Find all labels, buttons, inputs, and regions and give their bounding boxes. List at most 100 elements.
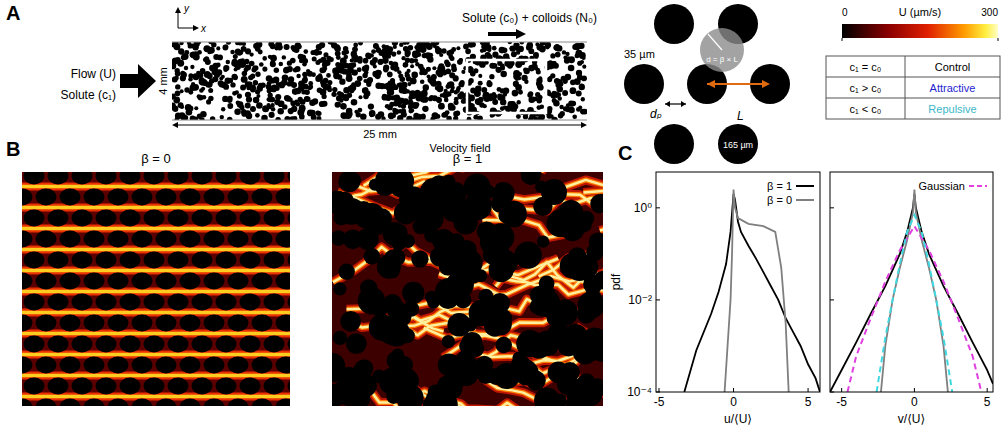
table-cell: Repulsive	[928, 103, 976, 115]
grain	[448, 81, 455, 88]
label: d = β × L	[706, 55, 738, 64]
post	[84, 273, 105, 290]
grain	[480, 49, 484, 53]
grain	[397, 70, 401, 74]
grain	[205, 59, 211, 65]
grain	[550, 53, 555, 58]
post	[264, 336, 285, 353]
post	[252, 399, 273, 407]
post	[36, 357, 57, 374]
grain	[426, 67, 431, 72]
post	[252, 273, 273, 290]
grain	[570, 87, 577, 94]
post	[156, 231, 177, 248]
grain	[393, 45, 397, 49]
grain	[528, 48, 534, 54]
grain	[432, 66, 436, 70]
post	[24, 210, 45, 227]
post	[204, 189, 225, 206]
grain	[400, 98, 405, 103]
post	[228, 273, 249, 290]
label: L	[737, 109, 744, 123]
post	[216, 210, 237, 227]
grain	[340, 103, 347, 110]
grain	[468, 66, 473, 71]
grain	[342, 68, 348, 74]
post	[252, 315, 273, 332]
grain	[233, 54, 238, 59]
post	[96, 252, 117, 269]
grain	[399, 43, 404, 48]
grain	[225, 78, 229, 82]
velocity-field	[22, 172, 290, 406]
grain	[511, 51, 517, 57]
grain	[468, 42, 474, 48]
post	[48, 210, 69, 227]
post	[216, 336, 237, 353]
grain	[387, 72, 391, 76]
channel-flow	[22, 332, 290, 336]
grain	[343, 87, 349, 93]
grain	[314, 50, 320, 56]
post	[96, 336, 117, 353]
figure: AyxFlow (U)Solute (c₁)4 mm25 mmSolute (c…	[0, 0, 1008, 433]
post	[60, 231, 81, 248]
grain	[283, 68, 289, 74]
grain	[407, 82, 411, 86]
panel-letter: C	[618, 142, 632, 164]
grain	[234, 108, 241, 115]
post	[60, 357, 81, 374]
grain	[219, 76, 223, 80]
grain	[331, 42, 336, 47]
post	[343, 229, 363, 249]
label: dₚ	[650, 107, 662, 121]
grain	[266, 97, 270, 101]
grain	[348, 76, 352, 80]
grain	[256, 94, 260, 98]
grain	[266, 75, 272, 81]
post	[48, 336, 69, 353]
post	[514, 241, 541, 268]
post	[144, 172, 165, 185]
post	[36, 315, 57, 332]
grain	[204, 45, 211, 52]
grain	[375, 114, 381, 120]
post	[204, 231, 225, 248]
post	[156, 399, 177, 407]
grain	[510, 46, 514, 50]
table-rule	[826, 98, 1000, 99]
grain	[305, 96, 311, 102]
grain	[489, 74, 494, 79]
grain	[226, 60, 231, 65]
grain	[562, 90, 568, 96]
post	[430, 247, 450, 267]
post	[340, 311, 361, 332]
x-tick-label: 0	[730, 395, 737, 409]
grain	[216, 69, 222, 75]
x-axis-title: v/⟨U⟩	[898, 412, 925, 426]
x-tick	[987, 388, 988, 392]
post	[108, 357, 129, 374]
post	[168, 294, 189, 311]
grain	[572, 114, 577, 119]
panel-letter: B	[6, 138, 20, 160]
grain	[451, 63, 456, 68]
grain	[375, 45, 379, 49]
grain	[492, 46, 497, 51]
grain	[490, 64, 494, 68]
post	[288, 294, 291, 311]
grain	[470, 71, 476, 77]
grain	[555, 52, 561, 58]
grain	[453, 116, 458, 120]
grain	[411, 72, 418, 79]
grain	[230, 50, 235, 55]
grain	[309, 100, 316, 107]
x-axis-title: u/⟨U⟩	[724, 412, 752, 426]
axis-icon-label: x	[200, 23, 207, 34]
grain	[415, 62, 419, 66]
channel-flow	[22, 227, 290, 231]
post	[264, 210, 285, 227]
y-tick-label: 10⁻²	[628, 293, 652, 307]
grain	[478, 81, 483, 86]
grain	[503, 53, 509, 59]
